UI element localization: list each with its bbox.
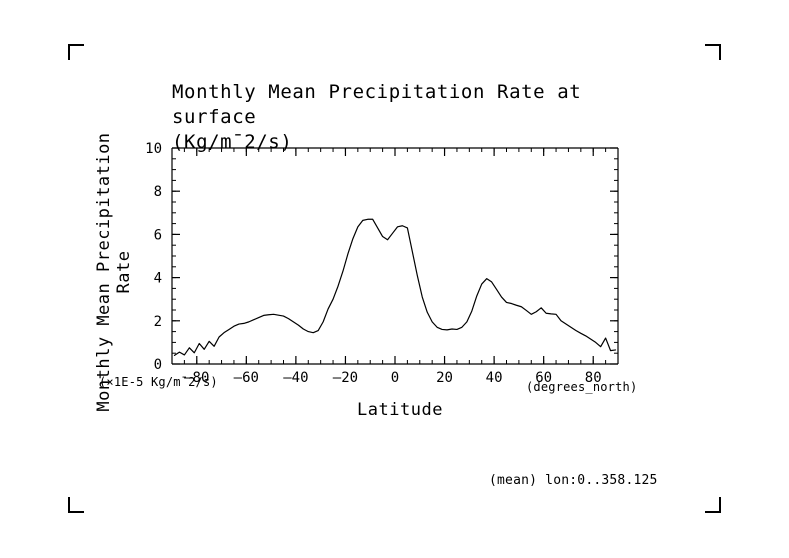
svg-text:–60: –60 <box>234 370 259 386</box>
svg-text:10: 10 <box>145 141 162 157</box>
svg-text:20: 20 <box>436 370 453 386</box>
x-axis-label: Latitude <box>357 400 443 420</box>
tick-label-layer: –80 –60 –40 –20 0 20 40 60 80 0 2 4 6 8 10 <box>145 141 602 386</box>
y-unit-note: (×1E-5 Kg/m¯2/s) <box>99 375 218 389</box>
svg-text:–20: –20 <box>333 370 358 386</box>
svg-text:60: 60 <box>535 370 552 386</box>
footer-note: (mean) lon:0..358.125 <box>489 473 658 488</box>
crop-mark-bottom-right <box>705 497 721 513</box>
axis-layer <box>171 147 619 365</box>
svg-text:2: 2 <box>154 314 162 330</box>
crop-mark-top-right <box>705 44 721 60</box>
svg-text:8: 8 <box>154 184 162 200</box>
svg-text:80: 80 <box>585 370 602 386</box>
svg-text:6: 6 <box>154 227 162 243</box>
svg-text:0: 0 <box>154 357 162 373</box>
svg-text:40: 40 <box>486 370 503 386</box>
svg-text:–80: –80 <box>184 370 209 386</box>
svg-text:–40: –40 <box>283 370 308 386</box>
svg-text:0: 0 <box>391 370 399 386</box>
data-series-line <box>173 218 617 356</box>
svg-text:4: 4 <box>154 271 162 287</box>
crop-mark-top-left <box>68 44 84 60</box>
x-unit-note: (degrees_north) <box>526 380 638 394</box>
crop-mark-bottom-left <box>68 497 84 513</box>
